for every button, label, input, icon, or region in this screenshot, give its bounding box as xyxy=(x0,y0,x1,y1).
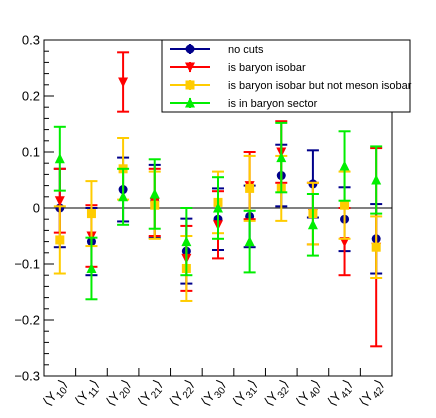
legend-entry: is baryon isobar xyxy=(170,62,306,74)
y-tick-label: −0.1 xyxy=(14,257,40,272)
data-marker xyxy=(149,188,160,199)
x-category-label: ⟨Y41⟩ xyxy=(324,376,358,411)
data-marker xyxy=(307,219,318,230)
x-category-text: ⟨Y31⟩ xyxy=(229,376,263,411)
series-layer xyxy=(53,51,383,348)
x-category-text: ⟨Y10⟩ xyxy=(39,376,73,411)
data-point xyxy=(338,130,351,202)
data-marker xyxy=(340,200,350,210)
data-marker xyxy=(55,235,65,245)
x-category-label: ⟨Y22⟩ xyxy=(166,376,200,411)
data-point xyxy=(370,215,383,279)
data-point xyxy=(53,125,66,192)
x-category-label: ⟨Y20⟩ xyxy=(103,376,137,411)
data-point xyxy=(85,180,98,248)
data-marker xyxy=(54,196,65,207)
x-category-label: ⟨Y30⟩ xyxy=(198,376,232,411)
x-category-text: ⟨Y42⟩ xyxy=(356,376,390,411)
x-category-label: ⟨Y32⟩ xyxy=(261,376,295,411)
legend-marker xyxy=(185,80,195,90)
x-category-text: ⟨Y40⟩ xyxy=(292,376,326,411)
legend-label: is in baryon sector xyxy=(228,98,318,110)
legend-entry: is in baryon sector xyxy=(170,97,318,110)
data-marker xyxy=(86,209,96,219)
x-category-label: ⟨Y40⟩ xyxy=(292,376,326,411)
legend-marker xyxy=(185,44,195,54)
data-marker xyxy=(244,236,255,247)
legend-marker xyxy=(185,97,195,108)
x-category-label: ⟨Y11⟩ xyxy=(71,376,104,411)
data-point xyxy=(212,176,224,240)
data-marker xyxy=(86,262,97,273)
data-marker xyxy=(371,174,382,185)
y-tick-label: 0.3 xyxy=(22,33,40,48)
legend-entry: no cuts xyxy=(170,44,264,56)
x-category-label: ⟨Y42⟩ xyxy=(356,376,390,411)
legend-label: no cuts xyxy=(228,44,264,56)
legend-entry: is baryon isobar but not meson isobar xyxy=(170,80,412,92)
data-marker xyxy=(54,153,65,164)
legend-box xyxy=(161,39,411,113)
data-marker xyxy=(118,191,129,202)
data-point xyxy=(370,145,383,215)
x-category-label: ⟨Y10⟩ xyxy=(39,376,73,411)
data-point xyxy=(148,158,161,230)
x-category-text: ⟨Y32⟩ xyxy=(261,376,295,411)
data-marker xyxy=(245,183,255,193)
data-marker xyxy=(181,236,192,247)
data-point xyxy=(306,193,319,257)
x-axis: ⟨Y10⟩⟨Y11⟩⟨Y20⟩⟨Y21⟩⟨Y22⟩⟨Y30⟩⟨Y31⟩⟨Y32⟩… xyxy=(39,368,393,411)
y-axis: −0.3 −0.2 −0.1 0 0.1 0.2 0.3 xyxy=(14,33,54,384)
data-marker xyxy=(118,77,129,88)
x-category-text: ⟨Y41⟩ xyxy=(324,376,358,411)
x-category-text: ⟨Y11⟩ xyxy=(71,376,104,411)
y-tick-label: 0.2 xyxy=(22,89,40,104)
y-tick-label: 0.1 xyxy=(22,145,40,160)
data-point xyxy=(180,207,193,277)
legend-label: is baryon isobar but not meson isobar xyxy=(228,80,412,92)
x-category-text: ⟨Y30⟩ xyxy=(198,376,232,411)
legend-marker xyxy=(185,62,195,73)
y-tick-label: 0 xyxy=(33,201,40,216)
data-point xyxy=(117,167,130,226)
data-point xyxy=(53,205,66,275)
y-tick-label: −0.3 xyxy=(14,369,40,384)
x-category-text: ⟨Y22⟩ xyxy=(166,376,200,411)
data-point xyxy=(243,209,256,274)
data-marker xyxy=(276,152,287,163)
x-category-text: ⟨Y20⟩ xyxy=(103,376,137,411)
legend: no cuts is baryon isobar is baryon isobar … xyxy=(161,39,412,113)
data-marker xyxy=(339,160,350,171)
data-marker xyxy=(213,202,223,213)
data-point xyxy=(117,51,130,113)
y-tick-label: −0.2 xyxy=(14,313,40,328)
series-3 xyxy=(53,121,383,301)
data-marker xyxy=(371,242,381,252)
x-category-text: ⟨Y21⟩ xyxy=(134,376,168,411)
x-category-label: ⟨Y31⟩ xyxy=(229,376,263,411)
data-point xyxy=(85,236,98,301)
data-point xyxy=(275,121,288,194)
x-category-label: ⟨Y21⟩ xyxy=(134,376,168,411)
legend-label: is baryon isobar xyxy=(228,62,306,74)
